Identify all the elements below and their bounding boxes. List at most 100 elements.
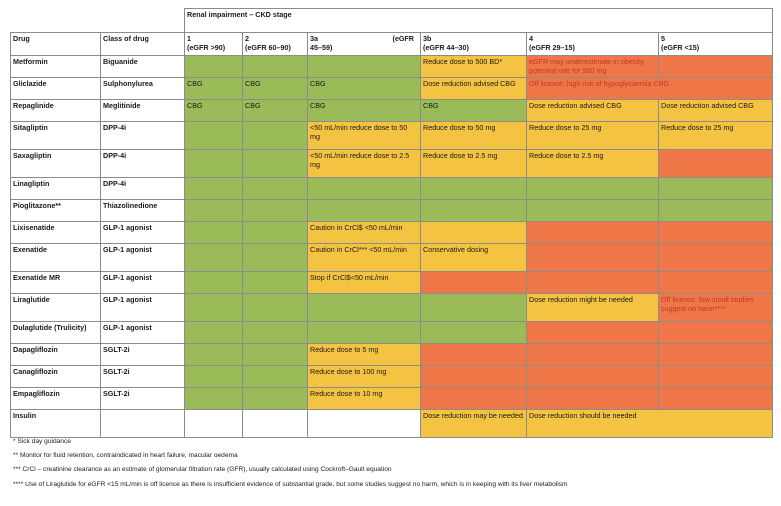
stage-cell — [242, 409, 308, 438]
class-column-header: Class of drug — [100, 32, 185, 56]
stage-cell — [242, 221, 308, 244]
drug-name-cell: Dapagliflozin — [10, 343, 101, 366]
footnote: *** CrCl – creatinine clearance as an es… — [13, 466, 392, 474]
stage-cell — [526, 199, 659, 222]
stage-header-4: 4 (eGFR 29–15) — [526, 32, 659, 56]
stage-cell: Caution in CrCl$ <50 mL/min — [307, 221, 421, 244]
stage-cell — [657, 221, 774, 244]
stage-cell: CBG — [307, 77, 421, 100]
stage-cell: CBG — [184, 99, 243, 122]
stage-cell — [307, 55, 421, 78]
stage-cell — [242, 243, 308, 272]
stage-cell: Dose reduction advised CBG — [657, 99, 774, 122]
drug-class-cell: DPP-4i — [100, 149, 185, 178]
table-row: Linagliptin DPP-4i — [10, 177, 774, 200]
drug-class-cell: GLP-1 agonist — [100, 221, 185, 244]
drug-class-cell: DPP-4i — [100, 177, 185, 200]
drug-name-cell: Linagliptin — [10, 177, 101, 200]
stage-cell: CBG — [242, 77, 308, 100]
stage-cell — [526, 177, 659, 200]
drug-name-cell: Dulaglutide (Trulicity) — [10, 321, 101, 344]
stage-cell — [420, 177, 527, 200]
stage-cell: <50 mL/min reduce dose to 2.5 mg — [307, 149, 421, 178]
stage-cell — [420, 293, 527, 322]
table-row: Saxagliptin DPP-4i <50 mL/min reduce dose … — [10, 149, 774, 178]
stage-cell — [307, 199, 421, 222]
footnotes: * Sick day guidance ** Monitor for fluid… — [13, 435, 567, 492]
stage-cell — [307, 293, 421, 322]
stage-cell — [420, 271, 527, 294]
stage-cell: Dose reduction should be needed — [525, 409, 774, 438]
footnote: **** Use of Liraglutide for eGFR <15 mL/… — [13, 480, 568, 488]
stage-cell — [307, 321, 421, 344]
stage-cell — [184, 121, 243, 150]
stage-cell — [184, 243, 243, 272]
drug-class-cell: GLP-1 agonist — [100, 321, 185, 344]
drug-name-cell: Liraglutide — [10, 293, 101, 322]
stage-cell: Dose reduction advised CBG — [420, 77, 527, 100]
stage-cell — [242, 199, 308, 222]
stage-cell — [184, 177, 243, 200]
stage-cell — [242, 149, 308, 178]
stage-cell — [657, 199, 774, 222]
stage-cell — [420, 321, 527, 344]
drug-class-cell: SGLT-2i — [100, 343, 185, 366]
stage-cell: Reduce dose to 5 mg — [307, 343, 421, 366]
stage-cell — [184, 221, 243, 244]
table-row: Dulaglutide (Trulicity) GLP-1 agonist — [10, 321, 774, 344]
stage-cell — [657, 365, 774, 388]
table-row: Dapagliflozin SGLT-2i Reduce dose to 5 mg — [10, 343, 774, 366]
stage-cell: Reduce dose to 500 BD* — [420, 55, 527, 78]
stage-cell — [184, 343, 243, 366]
table-row: Canagliflozin SGLT-2i Reduce dose to 100 m… — [10, 365, 774, 388]
footnote: * Sick day guidance — [13, 438, 71, 445]
stage-cell — [657, 387, 774, 410]
stage-cell — [242, 271, 308, 294]
table-body: Metformin Biguanide Reduce dose to 500 BD*… — [10, 55, 774, 438]
stage-cell: Reduce dose to 100 mg — [307, 365, 421, 388]
stage-cell — [657, 243, 774, 272]
stage-cell: Conservative dosing — [420, 243, 527, 272]
stage-cell — [420, 365, 527, 388]
table-row: Sitagliptin DPP-4i <50 mL/min reduce dose … — [10, 121, 774, 150]
stage-cell: Reduce dose to 25 mg — [526, 121, 659, 150]
stage-cell — [184, 271, 243, 294]
drug-name-cell: Metformin — [10, 55, 101, 78]
stage-cell: CBG — [184, 77, 243, 100]
table-row: Liraglutide GLP-1 agonist Dose reduction m… — [10, 293, 774, 322]
drug-class-cell: DPP-4i — [100, 121, 185, 150]
stage-cell: CBG — [242, 99, 308, 122]
stage-cell: Dose reduction may be needed — [420, 409, 527, 438]
stage-cell — [184, 199, 243, 222]
drug-class-cell — [100, 409, 185, 438]
stage-cell — [184, 55, 243, 78]
footnote: ** Monitor for fluid retention, contrain… — [13, 452, 238, 460]
table-row: Repaglinide Meglitinide CBG CBG CBG CBG Dose r… — [10, 99, 774, 122]
drug-name-cell: Canagliflozin — [10, 365, 101, 388]
drug-name-cell: Repaglinide — [10, 99, 101, 122]
drug-name-cell: Empagliflozin — [10, 387, 101, 410]
stage-cell — [184, 365, 243, 388]
stage-cell — [184, 293, 243, 322]
stage-header-1: 1 (eGFR >90) — [184, 32, 243, 56]
stage-cell — [242, 343, 308, 366]
stage-cell — [526, 387, 659, 410]
stage-cell — [657, 177, 774, 200]
stage-cell — [184, 387, 243, 410]
stage-cell — [657, 55, 774, 78]
stage-cell: <50 mL/min reduce dose to 50 mg — [307, 121, 421, 150]
stage-cell: Stop if CrCl$<50 mL/min — [307, 271, 421, 294]
stage-cell: Dose reduction might be needed — [526, 293, 659, 322]
stage-cell: Reduce dose to 25 mg — [657, 121, 774, 150]
stage-cell — [242, 293, 308, 322]
drug-name-cell: Insulin — [10, 409, 101, 438]
stage-cell: Reduce dose to 2.5 mg — [526, 149, 659, 178]
stage-cell: Reduce dose to 2.5 mg — [420, 149, 527, 178]
stage-cell — [420, 387, 527, 410]
stage-cell — [420, 221, 527, 244]
stage-cell — [657, 149, 774, 178]
drug-class-cell: GLP-1 agonist — [100, 243, 185, 272]
drug-class-cell: SGLT-2i — [100, 387, 185, 410]
stage-cell — [184, 149, 243, 178]
